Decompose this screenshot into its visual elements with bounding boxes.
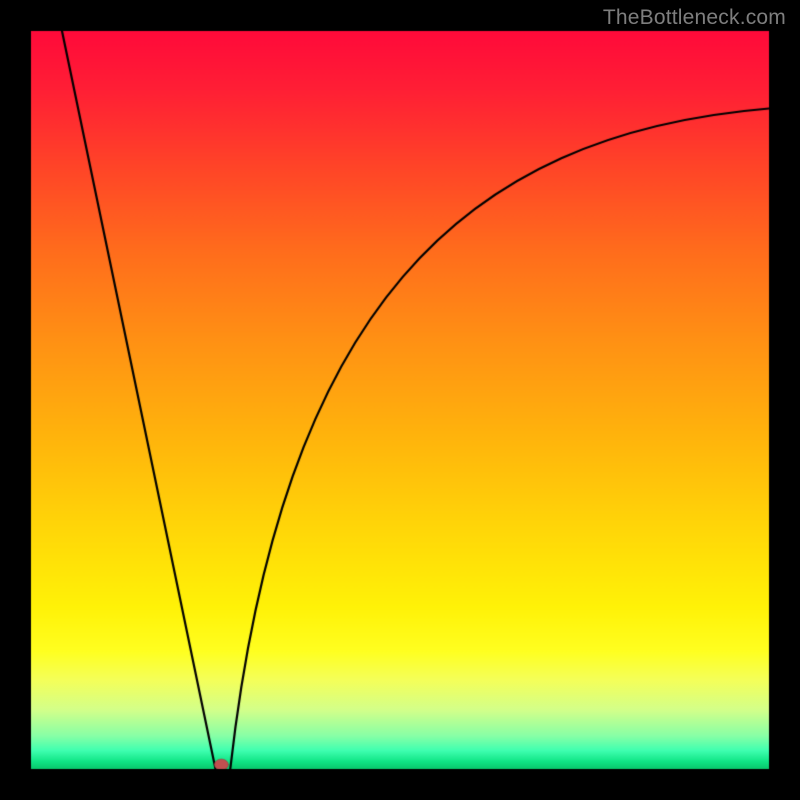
watermark-label: TheBottleneck.com: [603, 6, 786, 30]
bottleneck-chart: [0, 0, 800, 800]
